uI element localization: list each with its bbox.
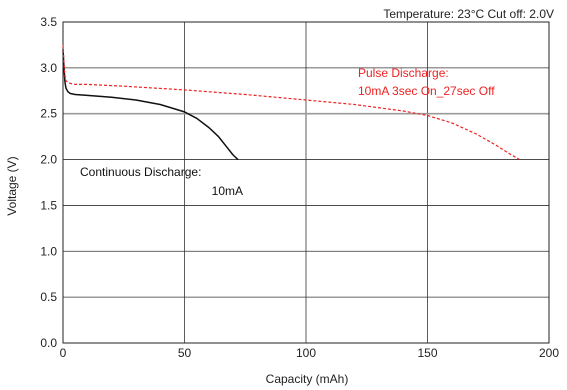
y-axis-label: Voltage (V) (5, 156, 19, 215)
x-tick-label-4: 200 (539, 346, 559, 360)
continuous-discharge-line (62, 49, 239, 161)
y-tick-label-3: 1.5 (40, 198, 57, 212)
pulse-discharge-label-line-2: 10mA 3sec On_27sec Off (358, 84, 495, 98)
tick-layer: 0 50 100 150 200 0.0 0.5 1.0 1.5 2.0 2.5 3.0 3.5 (40, 15, 559, 360)
y-tick-label-0: 0.0 (40, 336, 57, 350)
pulse-discharge-line (62, 44, 521, 161)
pulse-discharge-label-line-1: Pulse Discharge: (358, 66, 449, 80)
plot-border (62, 21, 550, 344)
y-tick-label-5: 2.5 (40, 107, 57, 121)
x-tick-label-0: 0 (60, 346, 67, 360)
x-tick-label-3: 150 (417, 346, 437, 360)
x-tick-label-1: 50 (178, 346, 192, 360)
y-tick-label-6: 3.0 (40, 61, 57, 75)
continuous-discharge-label-line-1: Continuous Discharge: (80, 165, 201, 179)
y-tick-label-7: 3.5 (40, 15, 57, 29)
plot-frame (62, 21, 550, 344)
continuous-discharge-label-line-2: 10mA (212, 184, 243, 198)
grid (63, 22, 549, 343)
y-tick-label-1: 0.5 (40, 290, 57, 304)
y-tick-label-2: 1.0 (40, 244, 57, 258)
chart-note: Temperature: 23°C Cut off: 2.0V (383, 7, 554, 21)
series-layer (62, 44, 521, 161)
x-axis-label: Capacity (mAh) (266, 372, 349, 386)
y-tick-label-4: 2.0 (40, 153, 57, 167)
x-tick-label-2: 100 (296, 346, 316, 360)
